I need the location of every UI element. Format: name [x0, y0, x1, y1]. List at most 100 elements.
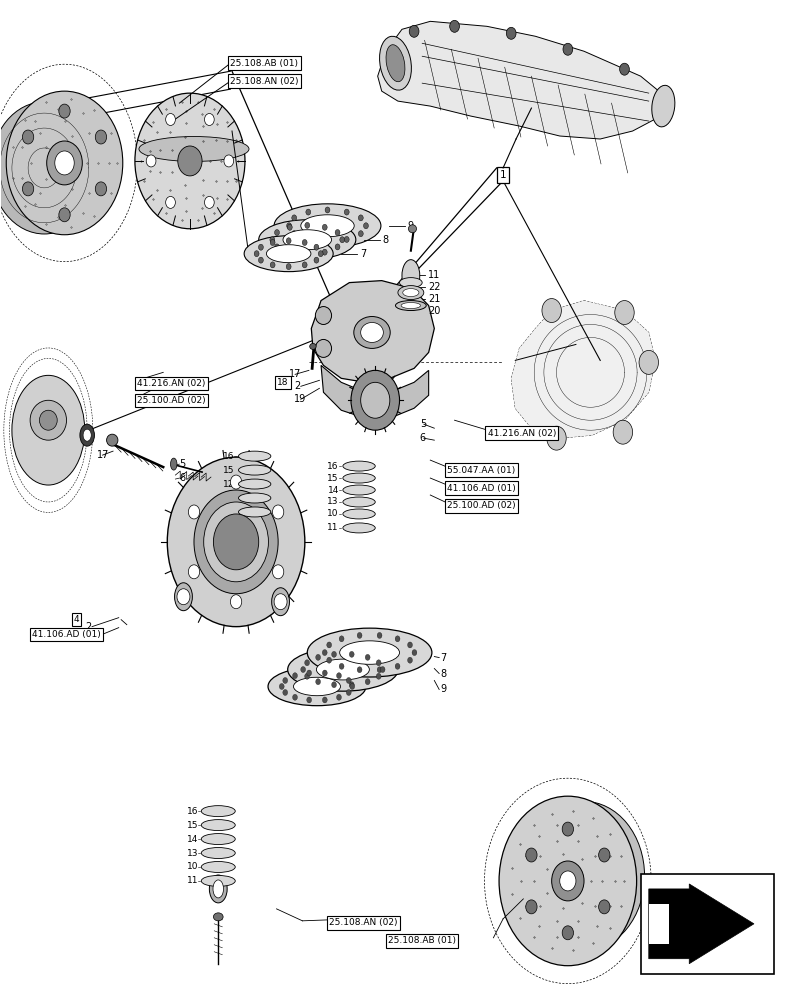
- Text: 41.216.AN (02): 41.216.AN (02): [137, 379, 205, 388]
- Ellipse shape: [139, 137, 249, 161]
- Circle shape: [286, 238, 290, 244]
- Ellipse shape: [201, 834, 235, 845]
- Circle shape: [304, 251, 309, 257]
- Circle shape: [0, 102, 98, 234]
- Text: 25.108.AN (02): 25.108.AN (02): [328, 918, 397, 927]
- Ellipse shape: [238, 465, 271, 475]
- Ellipse shape: [106, 434, 118, 446]
- Circle shape: [335, 230, 340, 236]
- Text: 13: 13: [187, 849, 198, 858]
- Text: 15: 15: [327, 474, 338, 483]
- Ellipse shape: [342, 485, 375, 495]
- Text: 11: 11: [327, 523, 338, 532]
- Ellipse shape: [315, 339, 331, 357]
- Ellipse shape: [244, 236, 333, 272]
- Ellipse shape: [315, 307, 331, 324]
- Text: 1: 1: [500, 170, 506, 180]
- Circle shape: [336, 694, 341, 700]
- Ellipse shape: [238, 493, 271, 503]
- Ellipse shape: [213, 913, 223, 921]
- Circle shape: [213, 514, 259, 570]
- Text: 41.106.AD (01): 41.106.AD (01): [32, 630, 101, 639]
- Circle shape: [322, 224, 327, 230]
- Circle shape: [314, 257, 319, 263]
- Text: 6: 6: [179, 473, 186, 483]
- Ellipse shape: [307, 628, 431, 677]
- Circle shape: [619, 63, 629, 75]
- Circle shape: [324, 239, 329, 245]
- Circle shape: [58, 104, 70, 118]
- Circle shape: [307, 697, 311, 703]
- Circle shape: [177, 589, 190, 605]
- Circle shape: [258, 257, 263, 263]
- Ellipse shape: [287, 648, 397, 691]
- Circle shape: [282, 677, 287, 683]
- Circle shape: [345, 689, 350, 695]
- Circle shape: [270, 262, 275, 268]
- Circle shape: [358, 215, 363, 221]
- Ellipse shape: [395, 301, 426, 311]
- Ellipse shape: [342, 497, 375, 507]
- Circle shape: [54, 151, 74, 175]
- Circle shape: [360, 382, 389, 418]
- Circle shape: [307, 670, 311, 676]
- Circle shape: [322, 697, 327, 703]
- Text: 25.100.AD (02): 25.100.AD (02): [137, 396, 206, 405]
- Text: 3: 3: [85, 634, 92, 644]
- Text: 10: 10: [223, 494, 234, 503]
- Text: 5: 5: [179, 459, 186, 469]
- Circle shape: [523, 801, 644, 951]
- Circle shape: [302, 240, 307, 245]
- Circle shape: [525, 848, 536, 862]
- Text: 11: 11: [187, 876, 198, 885]
- Circle shape: [230, 595, 242, 609]
- Circle shape: [178, 146, 202, 176]
- Circle shape: [376, 667, 381, 673]
- Text: 12: 12: [223, 480, 234, 489]
- Ellipse shape: [339, 641, 399, 664]
- Circle shape: [562, 43, 572, 55]
- Text: 10: 10: [327, 509, 338, 518]
- Circle shape: [395, 663, 400, 669]
- Circle shape: [286, 223, 291, 229]
- Ellipse shape: [201, 820, 235, 831]
- Circle shape: [272, 565, 283, 579]
- Circle shape: [204, 196, 214, 208]
- Ellipse shape: [209, 875, 227, 903]
- Text: 9: 9: [440, 684, 445, 694]
- Text: 20: 20: [427, 306, 440, 316]
- Polygon shape: [320, 365, 428, 418]
- Text: 16: 16: [187, 807, 198, 816]
- Ellipse shape: [40, 410, 57, 430]
- Ellipse shape: [238, 451, 271, 461]
- Polygon shape: [648, 904, 668, 944]
- Circle shape: [95, 182, 106, 196]
- Circle shape: [322, 249, 327, 255]
- Circle shape: [541, 299, 560, 322]
- Circle shape: [375, 660, 380, 666]
- Circle shape: [300, 667, 305, 673]
- Text: 17: 17: [97, 450, 109, 460]
- Circle shape: [499, 796, 636, 966]
- Text: 25.108.AB (01): 25.108.AB (01): [230, 59, 298, 68]
- Ellipse shape: [385, 45, 405, 82]
- Circle shape: [339, 663, 344, 669]
- Circle shape: [269, 237, 274, 243]
- Ellipse shape: [79, 424, 94, 446]
- Text: 41.216.AN (02): 41.216.AN (02): [487, 429, 556, 438]
- Circle shape: [561, 822, 573, 836]
- Circle shape: [336, 673, 341, 679]
- Text: 25.108.AN (02): 25.108.AN (02): [230, 77, 298, 86]
- Circle shape: [561, 926, 573, 940]
- Circle shape: [349, 651, 354, 657]
- Ellipse shape: [401, 260, 419, 292]
- Text: 5: 5: [419, 419, 426, 429]
- Polygon shape: [377, 21, 664, 139]
- Polygon shape: [648, 884, 753, 964]
- Ellipse shape: [283, 230, 331, 250]
- Circle shape: [291, 231, 296, 237]
- Text: 9: 9: [407, 221, 414, 231]
- Ellipse shape: [201, 806, 235, 817]
- Text: 22: 22: [427, 282, 440, 292]
- Ellipse shape: [201, 861, 235, 872]
